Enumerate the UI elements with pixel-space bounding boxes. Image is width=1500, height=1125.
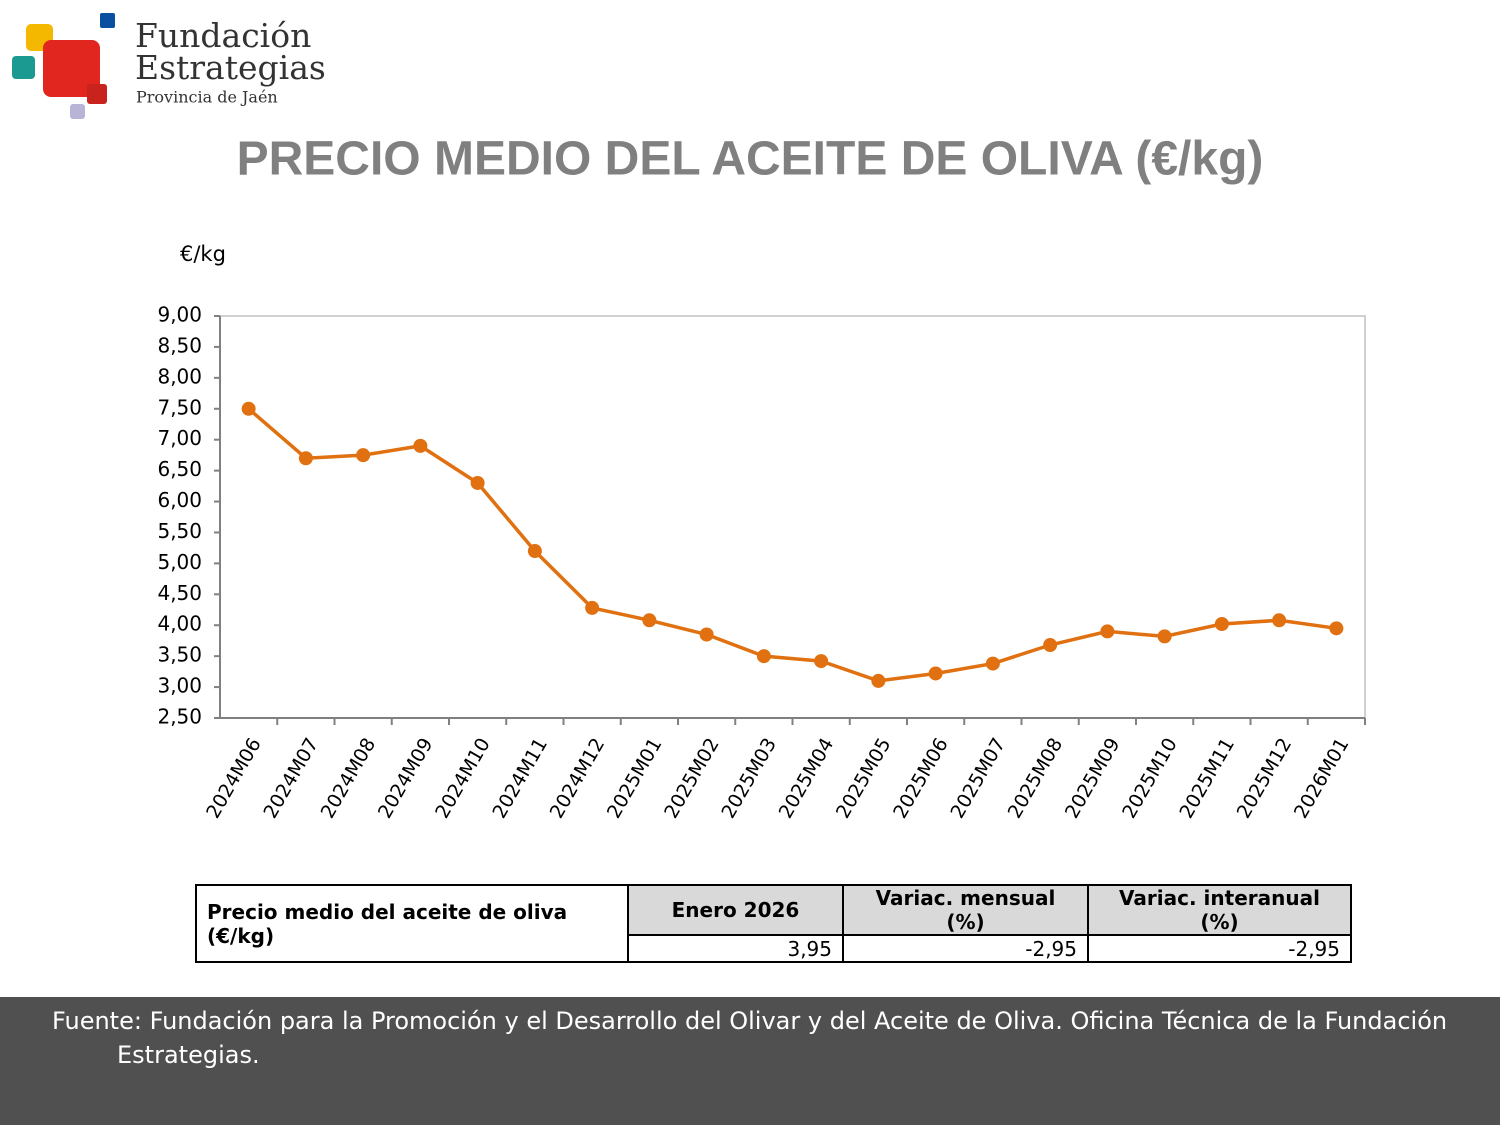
x-tick-label: 2024M08 xyxy=(317,734,381,822)
data-point xyxy=(1043,638,1058,653)
x-tick-label: 2024M07 xyxy=(259,734,323,822)
data-point xyxy=(928,666,943,681)
x-tick-label: 2024M06 xyxy=(202,734,266,822)
y-tick-label: 8,50 xyxy=(157,333,202,357)
table-value: 3,95 xyxy=(627,934,844,963)
x-tick-label: 2024M09 xyxy=(374,734,438,822)
x-tick-label: 2025M06 xyxy=(889,734,953,822)
x-tick-label: 2025M04 xyxy=(775,734,839,822)
y-tick-label: 4,00 xyxy=(157,612,202,636)
data-point xyxy=(241,401,256,416)
row-header: Precio medio del aceite de oliva (€/kg) xyxy=(195,884,629,963)
data-point xyxy=(814,654,829,669)
y-tick-label: 6,50 xyxy=(157,457,202,481)
data-point xyxy=(413,438,428,453)
data-point xyxy=(699,627,714,642)
data-point xyxy=(1272,613,1287,628)
table-value: -2,95 xyxy=(842,934,1089,963)
data-point xyxy=(1100,624,1115,639)
data-point xyxy=(1157,629,1172,644)
x-tick-label: 2025M12 xyxy=(1233,734,1297,822)
y-tick-label: 9,00 xyxy=(157,303,202,327)
data-line xyxy=(247,407,1337,683)
data-point xyxy=(585,600,600,615)
logo-name: Fundación xyxy=(135,16,311,55)
x-tick-label: 2025M07 xyxy=(946,734,1010,822)
x-tick-label: 2025M10 xyxy=(1118,734,1182,822)
source-text: Fuente: Fundación para la Promoción y el… xyxy=(52,1007,1448,1035)
data-point xyxy=(1214,616,1229,631)
x-tick-label: 2025M03 xyxy=(717,734,781,822)
y-tick-label: 7,50 xyxy=(157,395,202,419)
x-tick-label: 2025M09 xyxy=(1061,734,1125,822)
summary-table: Precio medio del aceite de oliva (€/kg) … xyxy=(195,884,1352,963)
chart-title: PRECIO MEDIO DEL ACEITE DE OLIVA (€/kg) xyxy=(237,133,1264,186)
logo-mark xyxy=(12,13,115,119)
y-tick-label: 3,50 xyxy=(157,643,202,667)
column-header: Variac. interanual (%) xyxy=(1087,884,1352,936)
y-tick-label: 8,00 xyxy=(157,364,202,388)
x-tick-label: 2025M01 xyxy=(603,734,667,822)
data-point xyxy=(871,673,886,688)
data-point xyxy=(527,544,542,559)
footer: Fuente: Fundación para la Promoción y el… xyxy=(0,997,1500,1125)
x-tick-label: 2024M10 xyxy=(431,734,495,822)
x-tick-label: 2025M08 xyxy=(1004,734,1068,822)
x-tick-label: 2025M02 xyxy=(660,734,724,822)
y-tick-label: 4,50 xyxy=(157,581,202,605)
logo-subtitle: Provincia de Jaén xyxy=(136,88,278,107)
y-tick-label: 2,50 xyxy=(157,705,202,729)
chart: Fundación Estrategias Provincia de Jaén … xyxy=(12,13,1366,822)
table-value: -2,95 xyxy=(1087,934,1352,963)
logo-name: Estrategias xyxy=(135,48,326,87)
data-point xyxy=(756,649,771,664)
data-point xyxy=(470,475,485,490)
x-tick-label: 2025M11 xyxy=(1175,734,1239,822)
x-tick-label: 2024M11 xyxy=(488,734,552,822)
y-tick-label: 5,50 xyxy=(157,519,202,543)
y-tick-label: 3,00 xyxy=(157,674,202,698)
data-point xyxy=(298,451,313,466)
source-text: Estrategias. xyxy=(117,1041,260,1069)
x-tick-label: 2024M12 xyxy=(546,734,610,822)
column-header: Variac. mensual (%) xyxy=(842,884,1089,936)
column-header: Enero 2026 xyxy=(627,884,844,936)
y-tick-label: 7,00 xyxy=(157,426,202,450)
x-tick-label: 2026M01 xyxy=(1290,734,1354,822)
data-point xyxy=(356,448,371,463)
data-point xyxy=(642,613,657,628)
y-tick-label: 5,00 xyxy=(157,550,202,574)
data-point xyxy=(1329,621,1344,636)
y-axis-label: €/kg xyxy=(180,242,226,266)
y-tick-label: 6,00 xyxy=(157,488,202,512)
x-tick-label: 2025M05 xyxy=(832,734,896,822)
data-point xyxy=(985,656,1000,671)
